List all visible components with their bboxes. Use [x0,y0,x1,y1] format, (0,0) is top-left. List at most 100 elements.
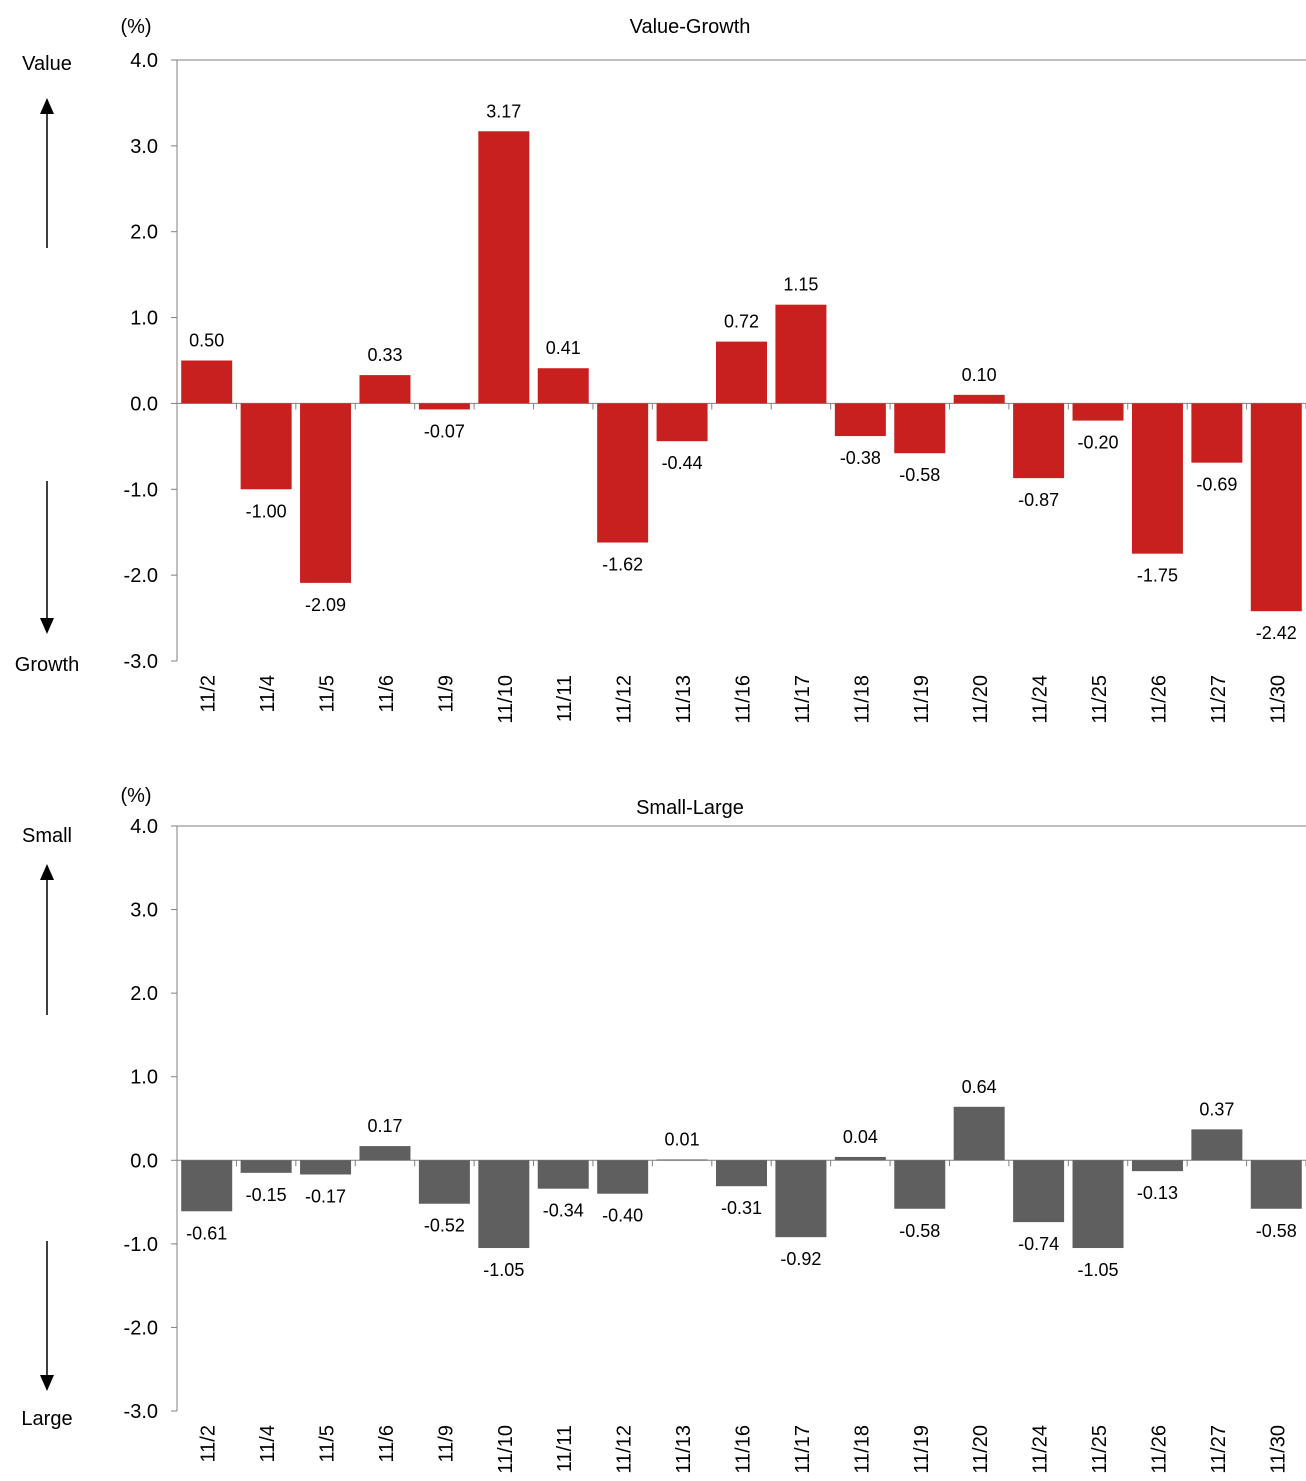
data-label: -0.44 [662,453,703,473]
data-label: -0.52 [424,1216,465,1236]
bar [1131,1160,1183,1172]
data-label: -1.75 [1137,566,1178,586]
category-label: 11/25 [1089,675,1111,724]
category-label: 11/26 [1148,1425,1170,1474]
data-label: -2.09 [305,595,346,615]
bar [1072,403,1124,421]
category-label: 11/4 [257,1425,279,1462]
category-label: 11/6 [376,1425,398,1462]
bar [537,1160,589,1189]
bar [1013,1160,1065,1223]
category-label: 11/9 [435,675,457,712]
data-label: -0.13 [1137,1183,1178,1203]
bar [418,1160,470,1204]
category-label: 11/4 [257,675,279,712]
small-large-chart: Small-Large (%) Small Large 4.0 3.0 2.0 1.0 0.0 -… [21,785,1306,1474]
bar [1250,403,1302,612]
bar [537,368,589,404]
bar [656,1159,708,1161]
y-tick-label: 3.0 [130,900,158,922]
bar [300,1160,352,1175]
category-label: 11/11 [554,675,576,722]
category-label: 11/26 [1148,675,1170,724]
category-label: 11/5 [317,1425,339,1462]
category-label: 11/24 [1030,675,1052,724]
y-tick-label: 1.0 [130,308,158,330]
category-label: 11/2 [198,1425,220,1462]
y-tick-label: 3.0 [130,136,158,158]
bar [834,1156,886,1161]
category-label: 11/5 [317,675,339,712]
category-label: 11/30 [1267,1425,1289,1474]
bar [1250,1160,1302,1209]
category-label: 11/12 [614,675,636,724]
chart-title: Small-Large [636,797,744,819]
bar [240,403,292,490]
data-label: 0.01 [665,1129,700,1149]
unit-label: (%) [120,16,151,38]
y-tick-label: 2.0 [130,222,158,244]
data-label: -0.31 [721,1198,762,1218]
y-tick-label: -2.0 [124,1317,158,1339]
upper-direction-label: Small [22,825,72,847]
data-label: -2.42 [1256,623,1297,643]
bar [656,403,708,442]
y-tick-label: 4.0 [130,50,158,72]
bar [716,1160,767,1187]
bar [1072,1160,1124,1249]
y-tick-label: 0.0 [130,1150,158,1172]
data-label: -0.20 [1078,433,1119,453]
category-label: 11/10 [495,1425,517,1474]
bar [894,403,946,454]
y-tick-label: -1.0 [124,479,158,501]
category-label: 11/20 [970,675,992,724]
data-label: -1.05 [1078,1260,1119,1280]
data-label: 0.04 [843,1127,878,1147]
y-tick-label: -3.0 [124,1401,158,1423]
y-tick-label: 4.0 [130,816,158,838]
bar [597,403,649,543]
category-label: 11/13 [673,1425,695,1474]
bar [1191,1129,1243,1161]
unit-label: (%) [120,785,151,807]
data-label: -0.69 [1196,475,1237,495]
upper-direction-label: Value [22,53,72,75]
category-label: 11/13 [673,675,695,724]
up-arrowhead-icon [40,98,54,114]
bar [300,403,352,583]
y-tick-label: -1.0 [124,1234,158,1256]
data-label: -0.58 [899,1221,940,1241]
y-tick-label: -2.0 [124,565,158,587]
data-label: 0.50 [189,331,224,351]
data-label: -0.17 [305,1186,346,1206]
data-label: 0.41 [546,338,581,358]
category-label: 11/24 [1030,1425,1052,1474]
bar [478,1160,530,1249]
category-label: 11/27 [1208,675,1230,724]
data-label: 0.64 [962,1077,997,1097]
category-label: 11/9 [435,1425,457,1462]
data-label: 0.72 [724,312,759,332]
bar [359,1146,411,1161]
bar [478,131,530,404]
data-label: -1.00 [246,501,287,521]
bar [716,341,767,404]
data-label: -0.07 [424,421,465,441]
data-label: -0.74 [1018,1234,1059,1254]
bar [834,403,886,437]
y-tick-label: 2.0 [130,983,158,1005]
data-label: 0.17 [367,1116,402,1136]
bar [597,1160,649,1194]
category-label: 11/10 [495,675,517,724]
down-arrowhead-icon [40,618,54,634]
lower-direction-label: Large [21,1408,72,1430]
category-label: 11/27 [1208,1425,1230,1474]
data-label: -1.62 [602,555,643,575]
bar [894,1160,946,1209]
data-label: -0.58 [899,465,940,485]
bar [775,304,827,404]
category-label: 11/25 [1089,1425,1111,1474]
lower-direction-label: Growth [15,654,79,676]
bar [775,1160,827,1238]
